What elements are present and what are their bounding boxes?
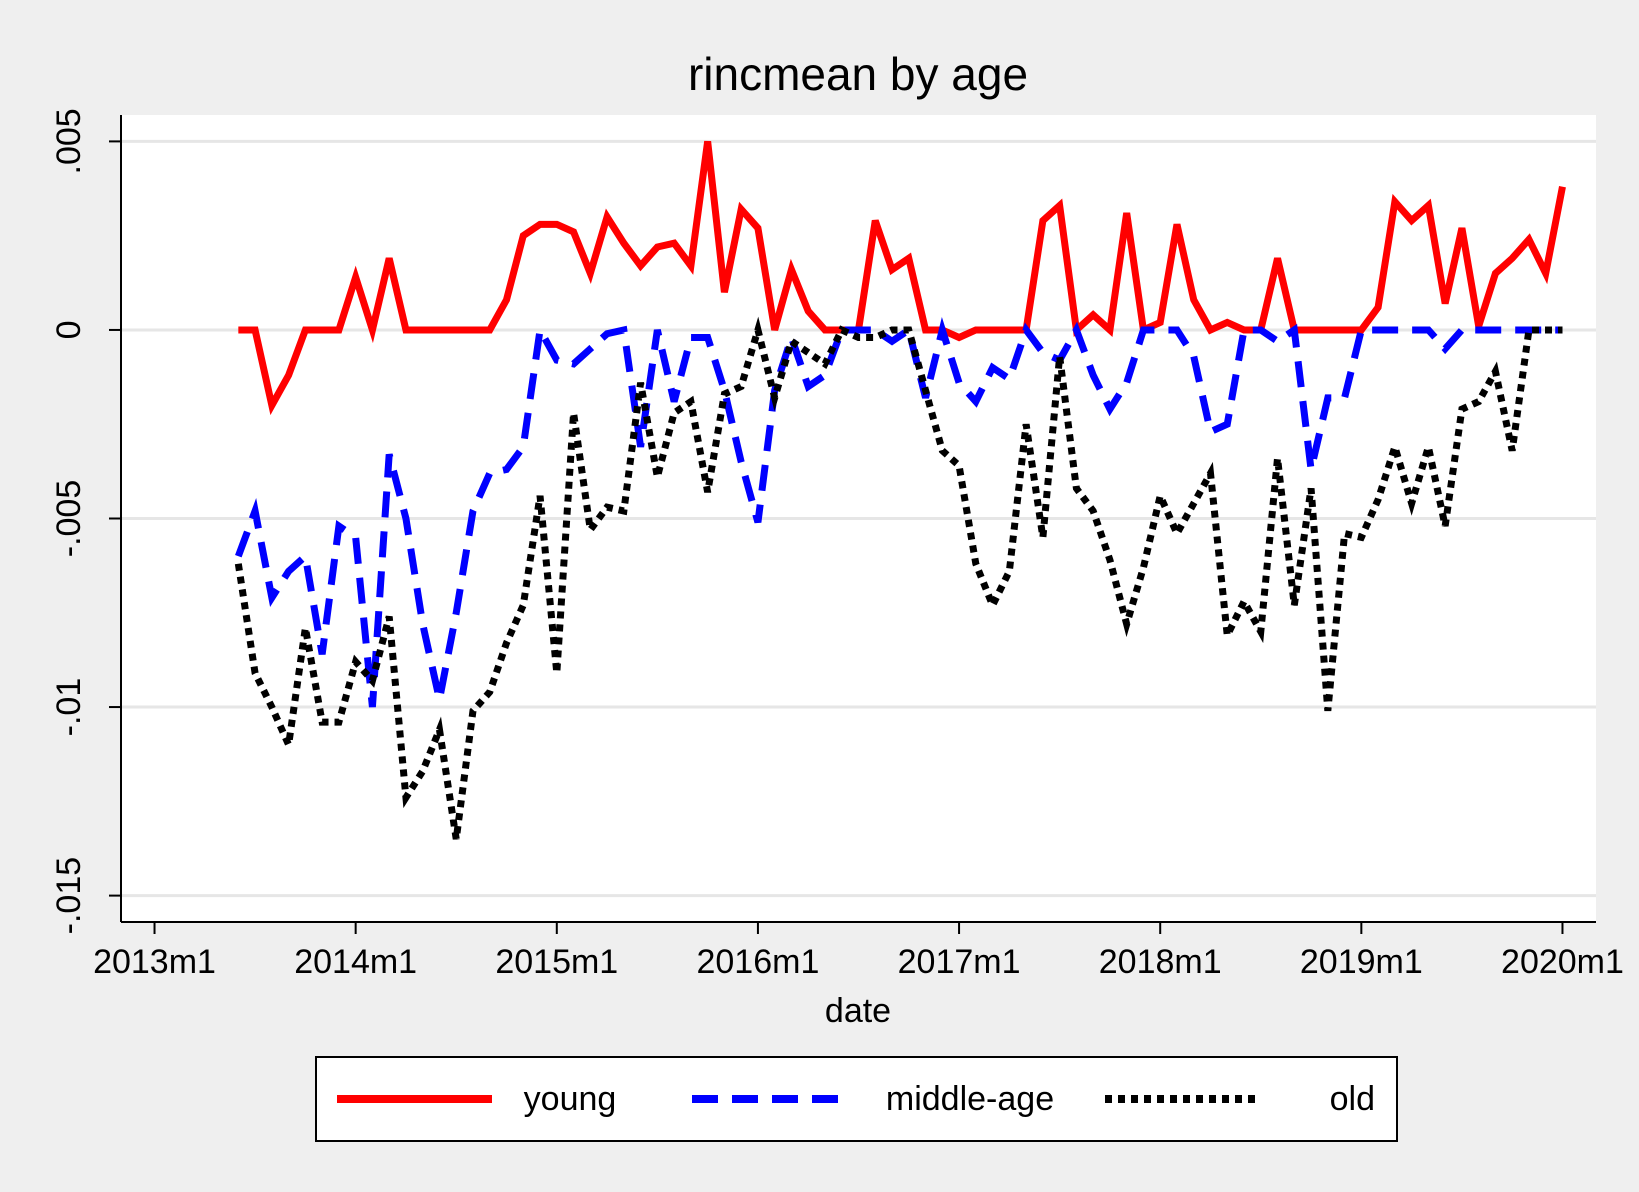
x-tick-label: 2020m1 <box>1501 943 1624 981</box>
x-tick-label: 2017m1 <box>898 943 1021 981</box>
legend-label: young <box>524 1080 617 1118</box>
series-line <box>234 316 1563 840</box>
x-tick-label: 2019m1 <box>1300 943 1423 981</box>
x-tick-label: 2015m1 <box>495 943 618 981</box>
x-tick-label: 2016m1 <box>696 943 819 981</box>
series-line <box>238 140 1566 416</box>
y-tick-label: -.01 <box>50 678 88 737</box>
legend-label: middle-age <box>886 1080 1054 1118</box>
x-axis-title: date <box>825 992 891 1030</box>
legend-label: old <box>1330 1080 1375 1118</box>
x-tick-label: 2014m1 <box>294 943 417 981</box>
y-tick-label: -.005 <box>50 480 88 558</box>
legend <box>315 1056 1398 1142</box>
x-tick-label: 2018m1 <box>1099 943 1222 981</box>
x-tick-label: 2013m1 <box>93 943 216 981</box>
series-line <box>235 317 1563 708</box>
y-tick-label: -.015 <box>50 857 88 935</box>
y-tick-label: 0 <box>50 320 88 339</box>
chart-title: rincmean by age <box>688 48 1028 100</box>
y-tick-label: .005 <box>50 108 88 174</box>
